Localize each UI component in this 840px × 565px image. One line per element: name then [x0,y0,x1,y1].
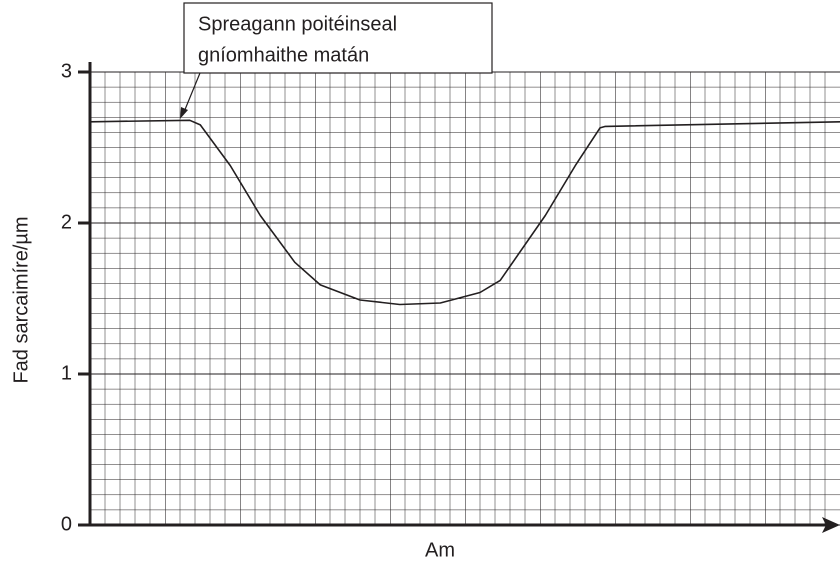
x-axis-label: Am [425,539,455,561]
y-tick-label: 2 [61,211,72,233]
y-axis-label: Fad sarcaimíre/µm [10,216,32,383]
y-tick-label: 0 [61,513,72,535]
graph-paper [90,72,840,525]
annotation-arrow [183,72,201,113]
annotation-text: Spreagann poitéinseal [198,13,397,35]
x-axis-arrow [822,517,840,533]
annotation-arrowhead [180,107,188,119]
annotation-box [183,2,493,74]
line-series [89,119,840,306]
annotation-text: gníomhaithe matán [198,44,369,66]
y-tick-label: 1 [61,362,72,384]
y-tick-label: 3 [61,60,72,82]
